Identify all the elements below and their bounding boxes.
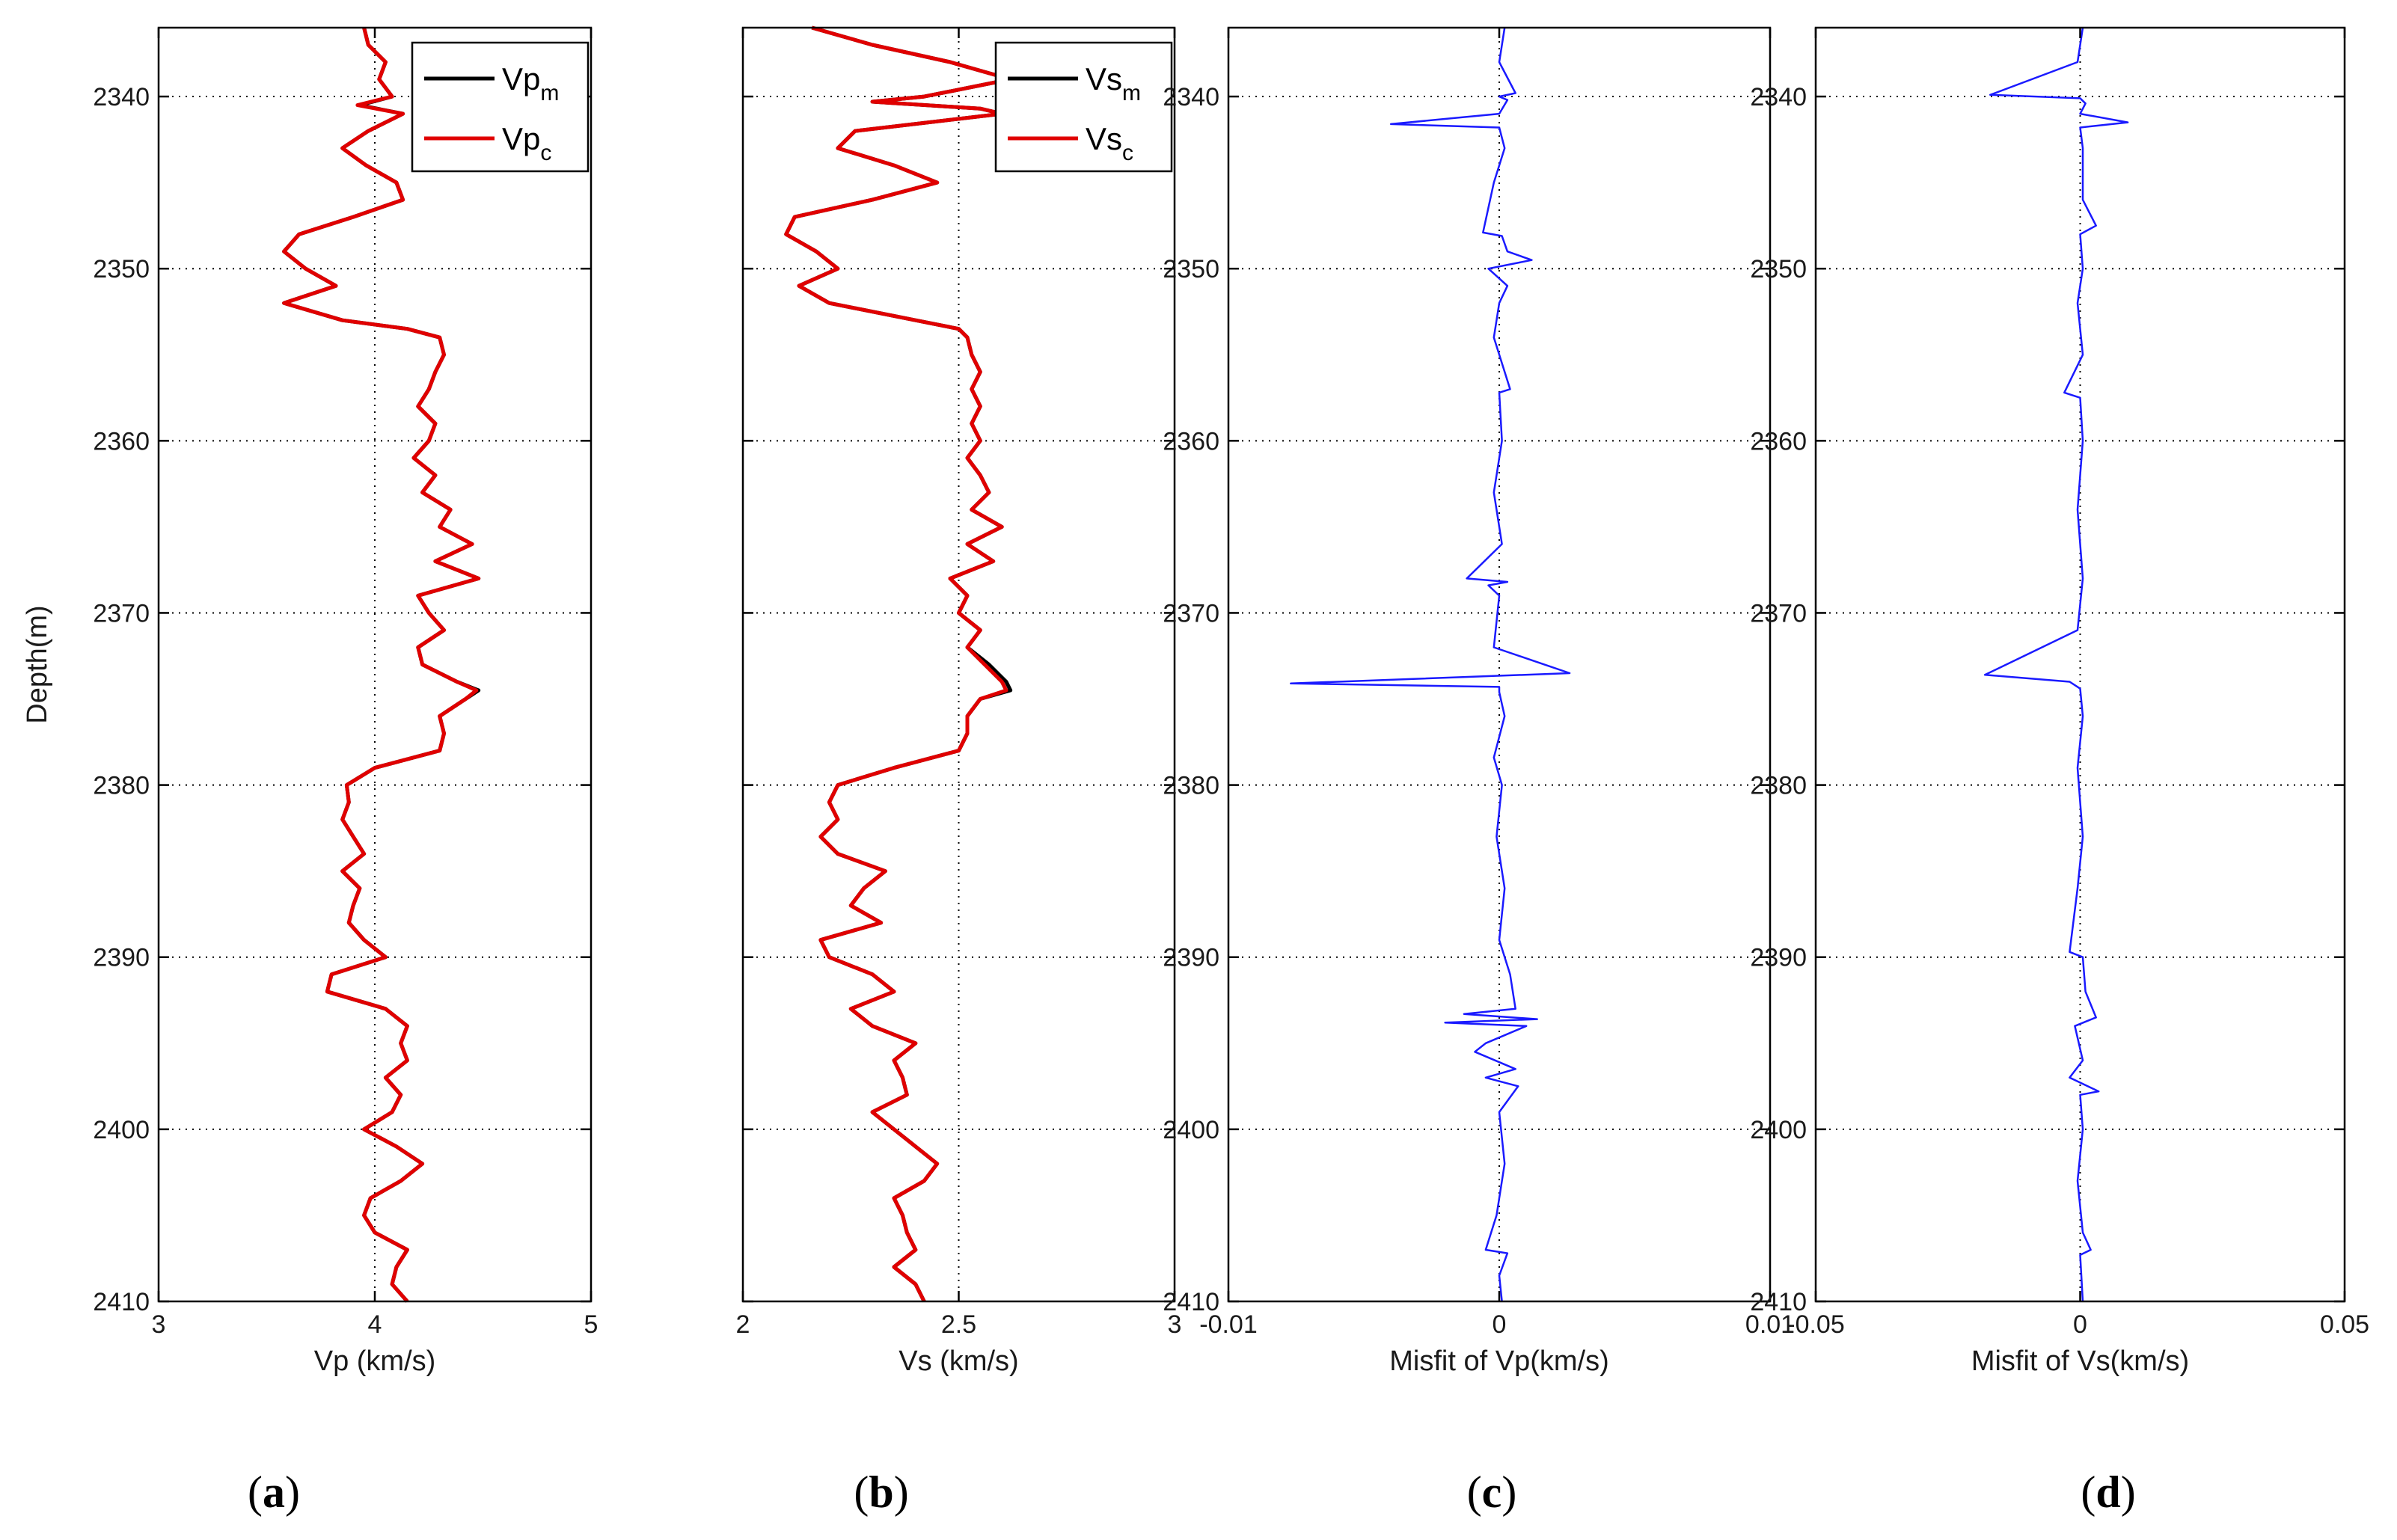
x-tick-label: -0.01 xyxy=(1199,1310,1258,1339)
legend-entry-subscript: c xyxy=(1122,141,1133,165)
x-tick-label: 3 xyxy=(152,1310,166,1339)
legend-entry-subscript: m xyxy=(1122,81,1141,105)
y-tick-label: 2370 xyxy=(1163,599,1219,628)
panel-label-letter: c xyxy=(1482,1467,1502,1517)
x-tick-label: 0 xyxy=(2073,1310,2087,1339)
legend-entry-subscript: c xyxy=(540,141,551,165)
x-tick-label: 0.05 xyxy=(2320,1310,2369,1339)
panel-label: (a) xyxy=(248,1467,300,1517)
y-tick-label: 2380 xyxy=(1750,772,1807,800)
panel-label-close: ) xyxy=(1501,1467,1516,1517)
y-axis-label: Depth(m) xyxy=(22,605,53,723)
x-tick-label: 4 xyxy=(368,1310,382,1339)
panel-label-letter: b xyxy=(869,1467,893,1517)
x-tick-label: 0 xyxy=(1493,1310,1507,1339)
y-tick-label: 2340 xyxy=(1750,83,1807,111)
x-tick-label: 5 xyxy=(584,1310,599,1339)
x-axis-label: Misfit of Vs(km/s) xyxy=(1971,1346,2189,1377)
x-axis-label: Vs (km/s) xyxy=(899,1346,1018,1377)
panel-label-close: ) xyxy=(2121,1467,2136,1517)
panel-label: (c) xyxy=(1467,1467,1517,1517)
y-tick-label: 2350 xyxy=(1750,255,1807,283)
y-tick-label: 2400 xyxy=(93,1116,150,1144)
axes-box xyxy=(741,26,1176,1303)
panel-label-letter: a xyxy=(263,1467,285,1517)
panel-label: (b) xyxy=(854,1467,908,1517)
y-tick-label: 2400 xyxy=(1163,1116,1219,1144)
series-line-vs-c xyxy=(784,25,1013,1303)
y-tick-label: 2380 xyxy=(93,772,150,800)
legend-box xyxy=(994,41,1173,173)
x-axis-label: Misfit of Vp(km/s) xyxy=(1389,1346,1608,1377)
x-tick-label: 0.01 xyxy=(1745,1310,1795,1339)
y-tick-label: 2380 xyxy=(1163,772,1219,800)
y-tick-label: 2350 xyxy=(93,255,150,283)
y-tick-label: 2390 xyxy=(1750,944,1807,972)
y-tick-label: 2410 xyxy=(1163,1288,1219,1316)
y-tick-label: 2340 xyxy=(1163,83,1219,111)
panel-label-open: ( xyxy=(1467,1467,1482,1517)
y-tick-label: 2350 xyxy=(1163,255,1219,283)
panel-label-close: ) xyxy=(894,1467,909,1517)
panel-c: 2340 2350 2360 2370 2380 2390 2400 2410-0.01 0 0.… xyxy=(1163,26,1795,1517)
y-tick-label: 2400 xyxy=(1750,1116,1807,1144)
panel-label-close: ) xyxy=(285,1467,300,1517)
y-tick-label: 2360 xyxy=(93,427,150,455)
axes-box xyxy=(157,26,593,1303)
x-tick-label: -0.05 xyxy=(1787,1310,1845,1339)
legend-box xyxy=(411,41,590,173)
series-line-misfit-vp xyxy=(1290,27,1571,1302)
axes-box xyxy=(1814,26,2346,1303)
y-tick-label: 2410 xyxy=(1750,1288,1807,1316)
panel-label: (d) xyxy=(2081,1467,2135,1517)
x-tick-label: 3 xyxy=(1168,1310,1182,1339)
panel-label-open: ( xyxy=(854,1467,869,1517)
y-tick-label: 2390 xyxy=(1163,944,1219,972)
panel-label-open: ( xyxy=(248,1467,263,1517)
x-tick-label: 2 xyxy=(736,1310,750,1339)
series-line-vs-m xyxy=(784,25,1013,1303)
y-tick-label: 2410 xyxy=(93,1288,150,1316)
y-tick-label: 2370 xyxy=(1750,599,1807,628)
y-tick-label: 2340 xyxy=(93,83,150,111)
legend-entry-subscript: m xyxy=(540,81,559,105)
series-line-vp-c xyxy=(282,27,481,1303)
panel-label-letter: d xyxy=(2096,1467,2120,1517)
series-line-misfit-vs xyxy=(1983,27,2129,1302)
panel-label-open: ( xyxy=(2081,1467,2096,1517)
panel-d: 2340 2350 2360 2370 2380 2390 2400 2410-0.05 0 0.… xyxy=(1750,26,2369,1517)
y-tick-label: 2390 xyxy=(93,944,150,972)
y-tick-label: 2360 xyxy=(1163,427,1219,455)
x-tick-label: 2.5 xyxy=(941,1310,976,1339)
x-axis-label: Vp (km/s) xyxy=(314,1346,436,1377)
series-line-vp-m xyxy=(282,27,481,1303)
y-tick-label: 2370 xyxy=(93,599,150,628)
axes-box xyxy=(1227,26,1772,1303)
y-tick-label: 2360 xyxy=(1750,427,1807,455)
